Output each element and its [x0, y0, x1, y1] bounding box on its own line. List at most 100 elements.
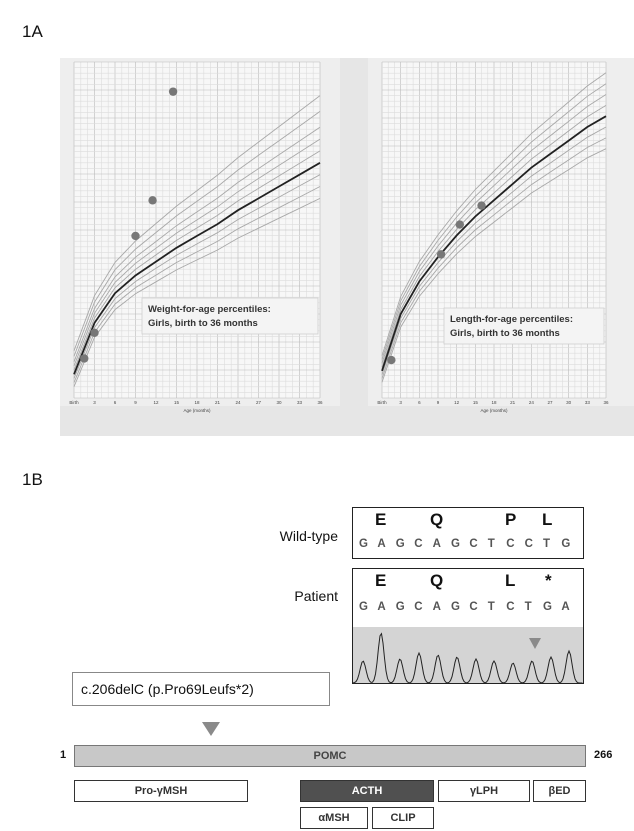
x-tick-label: 27 [547, 400, 553, 405]
chart-subtitle: Girls, birth to 36 months [450, 328, 560, 339]
amino-acid: L [505, 571, 516, 590]
mutation-position-marker [202, 722, 220, 736]
amino-acid: E [375, 571, 387, 590]
x-tick-label: 9 [437, 400, 440, 405]
x-tick-label: 30 [566, 400, 572, 405]
x-tick-label: 9 [134, 400, 137, 405]
panel-a-label: 1A [22, 22, 43, 41]
domain-gamma-lph: γLPH [438, 780, 530, 802]
nucleotide: C [469, 601, 478, 613]
nucleotide: G [395, 538, 405, 550]
amino-acid: Q [430, 571, 444, 590]
percentile-curve [381, 148, 607, 383]
nucleotide: C [469, 538, 478, 550]
percentile-curve [73, 111, 321, 357]
percentile-curve [381, 126, 607, 375]
percentile-curve [381, 105, 607, 368]
chart-title-box [443, 307, 605, 345]
nucleotide: A [432, 538, 441, 550]
percentile-curve [73, 95, 321, 351]
nucleotide: G [451, 601, 460, 613]
nucleotide: T [543, 538, 551, 550]
nucleotide: G [543, 601, 552, 613]
x-tick-label: 30 [276, 400, 282, 405]
nucleotide: T [487, 538, 495, 550]
mutation-label-box: c.206delC (p.Pro69Leufs*2) [72, 672, 330, 706]
amino-acid: E [375, 510, 387, 529]
amino-acid: L [542, 510, 553, 529]
nucleotide: T [524, 601, 532, 613]
median-curve [381, 115, 607, 372]
patient-data-point [80, 354, 89, 363]
domain-acth: ACTH [300, 780, 434, 802]
percentile-curve [73, 126, 321, 362]
weight-chart-panel: Birth 3 6 9 12 15 18 21 24 27 30 33 36 Age (months) We… [60, 58, 366, 436]
nucleotide: C [414, 538, 423, 550]
x-tick-label: 6 [114, 400, 117, 405]
subdomain-alpha-msh: αMSH [300, 807, 368, 829]
nucleotide: A [377, 538, 386, 550]
wildtype-label: Wild-type [279, 528, 338, 544]
patient-data-point [168, 87, 178, 96]
protein-start: 1 [60, 749, 67, 761]
x-tick-label: 18 [194, 400, 200, 405]
percentile-curve [73, 138, 321, 367]
percentile-curve [381, 137, 607, 379]
percentile-curve [73, 174, 321, 379]
nucleotide: G [359, 538, 368, 550]
domain-beta-ed: βED [533, 780, 586, 802]
nucleotide: A [432, 601, 441, 613]
domain-pro-gamma-msh: Pro-γMSH [74, 780, 248, 802]
x-tick-label: 12 [454, 400, 460, 405]
x-tick-label: 21 [215, 400, 221, 405]
x-tick-label: 15 [174, 400, 180, 405]
median-curve [73, 162, 321, 375]
x-tick-label: 33 [585, 400, 591, 405]
patient-data-point [90, 328, 99, 337]
nucleotide: G [359, 601, 368, 613]
x-tick-label: 24 [235, 400, 241, 405]
patient-data-point [387, 355, 396, 365]
chart-title-box [141, 297, 319, 335]
x-tick-label: 36 [603, 400, 609, 405]
percentile-curve [73, 186, 321, 383]
nucleotide: A [561, 601, 570, 613]
nucleotide: T [487, 601, 495, 613]
nucleotide: A [377, 601, 386, 613]
protein-name: POMC [313, 750, 347, 762]
patient-data-point [455, 220, 464, 229]
x-axis-label: Age (months) [480, 408, 508, 413]
protein-end: 266 [594, 749, 613, 761]
patient-data-point [131, 231, 140, 241]
x-tick-label: 24 [529, 400, 535, 405]
x-axis-label: Age (months) [183, 408, 211, 413]
length-chart-panel: Birth 3 6 9 12 15 18 21 24 27 30 33 36 Age (months) Le… [340, 58, 634, 436]
x-tick-label: 15 [473, 400, 479, 405]
nucleotide: C [524, 538, 533, 550]
nucleotide: C [506, 538, 515, 550]
pomc-protein-bar: POMC [74, 745, 586, 767]
x-tick-label: 3 [399, 400, 402, 405]
percentile-curve [381, 83, 607, 360]
x-tick-label: 12 [153, 400, 159, 405]
amino-acid: * [545, 571, 552, 590]
chart-title: Weight-for-age percentiles: [148, 304, 271, 315]
chart-title: Length-for-age percentiles: [450, 314, 573, 325]
patient-data-point [436, 250, 446, 259]
percentile-curve [381, 72, 607, 356]
amino-acid: P [505, 510, 517, 529]
percentile-curve [73, 197, 321, 387]
x-tick-label: Birth [377, 400, 387, 405]
chromatogram-trace [353, 632, 583, 683]
x-tick-label: 3 [93, 400, 96, 405]
chart-subtitle: Girls, birth to 36 months [148, 318, 258, 329]
x-tick-label: 33 [297, 400, 303, 405]
deletion-marker-triangle [529, 638, 541, 649]
chromatogram [353, 627, 583, 683]
amino-acid: Q [430, 510, 444, 529]
percentile-curve [73, 150, 321, 371]
x-tick-label: 36 [317, 400, 323, 405]
nucleotide: G [561, 538, 571, 550]
